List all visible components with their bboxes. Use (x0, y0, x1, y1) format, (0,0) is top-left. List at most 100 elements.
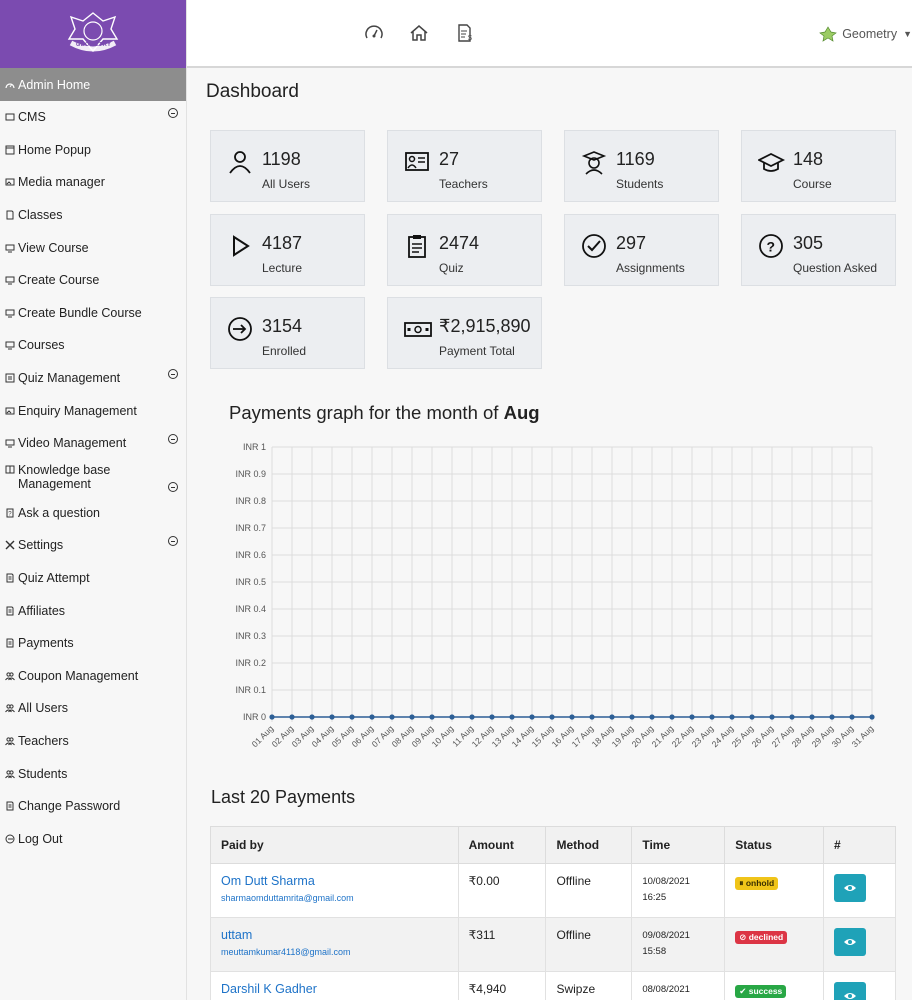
sidebar-item-view-course[interactable]: View Course (0, 231, 186, 264)
data-point[interactable] (649, 714, 655, 720)
sidebar-item-label: Coupon Management (18, 668, 139, 683)
data-point[interactable] (389, 714, 395, 720)
list-icon (4, 372, 16, 384)
sidebar-item-students[interactable]: Students (0, 757, 186, 790)
stat-card-payment-total[interactable]: ₹2,915,890 Payment Total (387, 297, 542, 369)
user-menu[interactable]: Geometry ▼ (818, 24, 912, 44)
y-tick-label: INR 0.8 (235, 496, 266, 506)
data-point[interactable] (349, 714, 355, 720)
sidebar-item-coupon-management[interactable]: Coupon Management (0, 660, 186, 693)
sidebar-item-quiz-attempt[interactable]: Quiz Attempt (0, 562, 186, 595)
stat-value: 2474 (439, 233, 480, 253)
users-icon (4, 670, 16, 682)
data-point[interactable] (569, 714, 575, 720)
data-point[interactable] (829, 714, 835, 720)
stat-card-quiz[interactable]: 2474 Quiz (387, 214, 542, 286)
stat-value: 1169 (616, 149, 655, 169)
data-point[interactable] (289, 714, 295, 720)
data-point[interactable] (849, 714, 855, 720)
data-point[interactable] (729, 714, 735, 720)
payer-name-link[interactable]: Darshil K Gadher (221, 982, 317, 996)
data-point[interactable] (449, 714, 455, 720)
sidebar-item-change-password[interactable]: Change Password (0, 790, 186, 823)
sidebar-item-cms[interactable]: CMS (0, 101, 186, 134)
home-icon[interactable] (409, 23, 429, 43)
logo-area[interactable]: GEOMETRY (0, 0, 186, 68)
data-point[interactable] (629, 714, 635, 720)
data-point[interactable] (509, 714, 515, 720)
data-point[interactable] (749, 714, 755, 720)
sidebar-item-all-users[interactable]: All Users (0, 692, 186, 725)
view-payment-button[interactable] (834, 928, 867, 956)
collapse-toggle-icon[interactable] (168, 368, 178, 379)
sidebar-item-courses[interactable]: Courses (0, 329, 186, 362)
sidebar-item-create-course[interactable]: Create Course (0, 264, 186, 297)
stat-card-students[interactable]: 1169 Students (564, 130, 719, 202)
speedometer-icon[interactable] (364, 23, 384, 43)
sidebar-item-settings[interactable]: Settings (0, 529, 186, 562)
sidebar-item-ask-a-question[interactable]: ? Ask a question (0, 497, 186, 530)
data-point[interactable] (589, 714, 595, 720)
view-payment-button[interactable] (834, 874, 867, 902)
data-point[interactable] (309, 714, 315, 720)
amount-cell: ₹4,940 (457, 971, 547, 1000)
sidebar-item-label: Ask a question (18, 505, 100, 520)
sidebar-item-enquiry-management[interactable]: Enquiry Management (0, 394, 186, 427)
collapse-toggle-icon[interactable] (168, 433, 178, 444)
collapse-toggle-icon[interactable] (168, 536, 178, 547)
payer-name-link[interactable]: Om Dutt Sharma (221, 874, 315, 888)
sidebar-item-quiz-management[interactable]: Quiz Management (0, 362, 186, 395)
sidebar-item-admin-home[interactable]: Admin Home (0, 68, 186, 101)
stat-card-course[interactable]: 148 Course (741, 130, 896, 202)
data-point[interactable] (369, 714, 375, 720)
sidebar-item-affiliates[interactable]: Affiliates (0, 594, 186, 627)
sidebar-item-home-popup[interactable]: Home Popup (0, 134, 186, 167)
payer-email-link[interactable]: meuttamkumar4118@gmail.com (221, 947, 351, 957)
action-cell (823, 863, 896, 918)
data-point[interactable] (409, 714, 415, 720)
sidebar-item-video-management[interactable]: Video Management (0, 427, 186, 460)
data-point[interactable] (689, 714, 695, 720)
sidebar-item-teachers[interactable]: Teachers (0, 725, 186, 758)
stat-card-enrolled[interactable]: 3154 Enrolled (210, 297, 365, 369)
sidebar-item-create-bundle-course[interactable]: Create Bundle Course (0, 297, 186, 330)
data-point[interactable] (669, 714, 675, 720)
stat-card-question-asked[interactable]: ? 305 Question Asked (741, 214, 896, 286)
amount-cell: ₹311 (457, 917, 547, 972)
sidebar-item-media-manager[interactable]: Media manager (0, 166, 186, 199)
stat-card-assignments[interactable]: 297 Assignments (564, 214, 719, 286)
stat-card-teachers[interactable]: 27 Teachers (387, 130, 542, 202)
payer-name-link[interactable]: uttam (221, 928, 253, 942)
payer-email-link[interactable]: sharmaomduttamrita@gmail.com (221, 893, 354, 903)
data-point[interactable] (809, 714, 815, 720)
stat-card-all-users[interactable]: 1198 All Users (210, 130, 365, 202)
sidebar-item-knowledge-base-management[interactable]: Knowledge base Management (0, 460, 186, 497)
page-title: Dashboard (206, 81, 299, 102)
data-point[interactable] (709, 714, 715, 720)
sidebar-item-payments[interactable]: Payments (0, 627, 186, 660)
data-point[interactable] (609, 714, 615, 720)
stat-card-lecture[interactable]: 4187 Lecture (210, 214, 365, 286)
collapse-toggle-icon[interactable] (168, 481, 178, 492)
data-point[interactable] (329, 714, 335, 720)
data-point[interactable] (489, 714, 495, 720)
time-cell: 09/08/2021 15:58 (631, 917, 726, 972)
sidebar-item-label: Media manager (18, 175, 105, 190)
stat-value: 148 (793, 149, 824, 169)
data-point[interactable] (429, 714, 435, 720)
method-cell: Swipze (545, 971, 633, 1000)
data-point[interactable] (469, 714, 475, 720)
data-point[interactable] (769, 714, 775, 720)
data-point[interactable] (869, 714, 875, 720)
graduation-cap-icon (756, 149, 786, 175)
invoice-icon[interactable]: $ (455, 23, 475, 43)
data-point[interactable] (549, 714, 555, 720)
data-point[interactable] (529, 714, 535, 720)
collapse-toggle-icon[interactable] (168, 108, 178, 118)
view-payment-button[interactable] (834, 982, 867, 1000)
data-point[interactable] (789, 714, 795, 720)
sidebar-item-log-out[interactable]: Log Out (0, 822, 186, 855)
sidebar-item-classes[interactable]: Classes (0, 199, 186, 232)
sidebar-item-label: Quiz Attempt (18, 571, 90, 586)
data-point[interactable] (269, 714, 275, 720)
